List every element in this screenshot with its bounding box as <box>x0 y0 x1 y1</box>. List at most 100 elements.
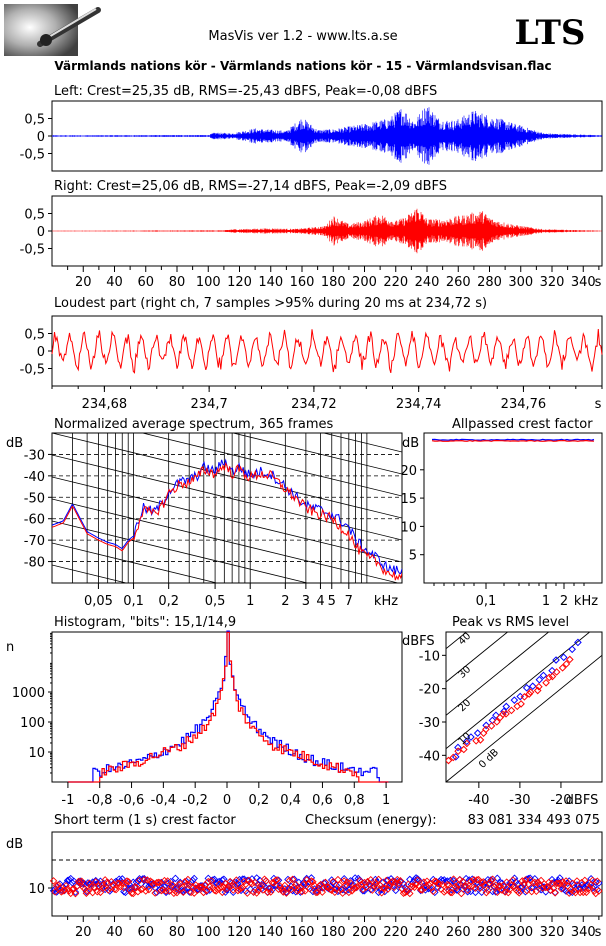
waveform-trace <box>51 107 602 165</box>
crest-point-red <box>215 880 223 889</box>
crest-point-red <box>532 887 541 895</box>
crest-point-blue <box>493 874 502 883</box>
left-channel-panel: Left: Crest=25,35 dB, RMS=-25,43 dBFS, P… <box>20 84 603 172</box>
y-tick-label: 0,5 <box>24 328 45 343</box>
peak-rms-point-red <box>487 722 496 730</box>
crest-point-red <box>107 878 116 886</box>
crest-point-red <box>312 888 320 897</box>
peak-rms-point-red <box>545 673 554 682</box>
crest-diagonal-label: 20 <box>457 697 474 714</box>
crest-point-red <box>359 885 367 894</box>
short-term-panel: Short term (1 s) crest factor Checksum (… <box>6 813 603 940</box>
crest-point-red <box>246 879 255 887</box>
crest-point-red <box>542 883 550 892</box>
peak-rms-point-blue <box>502 702 511 711</box>
crest-diagonal <box>446 632 591 750</box>
crest-point-red <box>332 885 341 893</box>
crest-point-red <box>276 882 284 890</box>
app-logo <box>4 4 101 56</box>
crest-point-red <box>123 877 131 885</box>
crest-point-blue <box>449 876 458 885</box>
x-tick-label: 140 <box>258 925 283 940</box>
crest-point-red <box>306 885 314 893</box>
x-tick-label: 160 <box>290 925 315 940</box>
peak-rms-point-blue <box>492 711 500 720</box>
spectrum-series-blue <box>52 458 402 575</box>
x-tick-label: 1 <box>382 793 390 808</box>
spectrum-diagonal <box>52 520 309 583</box>
crest-point-red <box>323 883 331 891</box>
peak-rms-point-red <box>552 668 561 676</box>
x-tick-label: 220 <box>383 275 408 290</box>
x-tick-label: 260 <box>446 275 471 290</box>
peak-rms-point-blue <box>467 733 475 741</box>
crest-point-red <box>438 880 447 889</box>
crest-point-red <box>92 877 100 886</box>
y-tick-label: -50 <box>24 491 45 506</box>
crest-point-red <box>54 881 62 889</box>
crest-point-red <box>287 885 295 894</box>
crest-point-blue <box>190 874 198 883</box>
crest-point-red <box>588 876 597 885</box>
y-tick-label: 5 <box>409 549 417 564</box>
crest-point-red <box>417 885 425 894</box>
crest-point-red <box>185 881 194 890</box>
allpassed-plot: 20 15 10 5 0,1 1 2 kHz <box>400 438 598 609</box>
y-tick-label: -0,5 <box>20 363 45 378</box>
crest-point-red <box>231 881 239 890</box>
crest-point-blue <box>82 887 91 896</box>
app-title: MasVis ver 1.2 - www.lts.a.se <box>208 29 397 44</box>
crest-point-blue <box>171 874 180 883</box>
crest-point-red <box>337 885 345 894</box>
peak-rms-point-blue <box>516 692 525 701</box>
peak-rms-point-blue <box>552 656 560 664</box>
crest-point-red <box>210 886 219 895</box>
y-tick-label: 1000 <box>12 686 45 701</box>
crest-point-red <box>568 879 577 888</box>
crest-point-red <box>551 889 559 897</box>
x-tick-label: 234,68 <box>82 397 128 412</box>
allpassed-title: Allpassed crest factor <box>452 417 593 432</box>
x-tick-label: 80 <box>169 275 186 290</box>
crest-point-red <box>49 877 58 885</box>
crest-point-red <box>518 877 527 885</box>
loudest-plot-frame <box>51 315 603 387</box>
crest-diagonal-label: 0 dB <box>477 747 501 771</box>
crest-point-red <box>271 876 280 885</box>
crest-point-red <box>251 878 259 887</box>
y-tick-label: 0 <box>37 225 45 240</box>
y-tick-label: -10 <box>419 649 440 664</box>
crest-point-red <box>338 889 347 897</box>
crest-point-red <box>457 889 466 898</box>
peak-rms-point-red <box>459 745 468 754</box>
allpassed-y-unit: dB <box>402 436 419 451</box>
crest-point-red <box>577 878 586 887</box>
crest-point-red <box>420 878 428 886</box>
left-waveform <box>51 107 602 165</box>
brand-logo-text: LTS <box>515 13 586 53</box>
crest-point-red <box>502 878 511 886</box>
crest-point-red <box>57 888 66 896</box>
short-term-plot: 10 <box>28 859 603 898</box>
y-tick-label: 15 <box>400 492 417 507</box>
x-tick-label: 220 <box>383 925 408 940</box>
checksum-value: 83 081 334 493 075 <box>468 813 600 828</box>
x-tick-label: 140 <box>258 275 283 290</box>
crest-point-red <box>226 877 234 886</box>
crest-point-red <box>515 889 523 897</box>
peak-rms-point-red <box>507 706 516 715</box>
x-tick-label: 180 <box>321 925 346 940</box>
crest-point-red <box>98 881 106 890</box>
crest-point-red <box>351 884 359 892</box>
crest-point-blue <box>518 883 527 891</box>
crest-point-red <box>273 876 281 884</box>
crest-point-red <box>393 875 402 884</box>
crest-point-red <box>473 876 481 884</box>
crest-point-red <box>267 888 275 896</box>
right-channel-title: Right: Crest=25,06 dB, RMS=-27,14 dBFS, … <box>54 179 447 194</box>
crest-point-blue <box>367 885 375 894</box>
crest-point-red <box>557 885 566 893</box>
x-tick-label: 234,7 <box>191 397 228 412</box>
short-term-title: Short term (1 s) crest factor <box>54 813 236 828</box>
